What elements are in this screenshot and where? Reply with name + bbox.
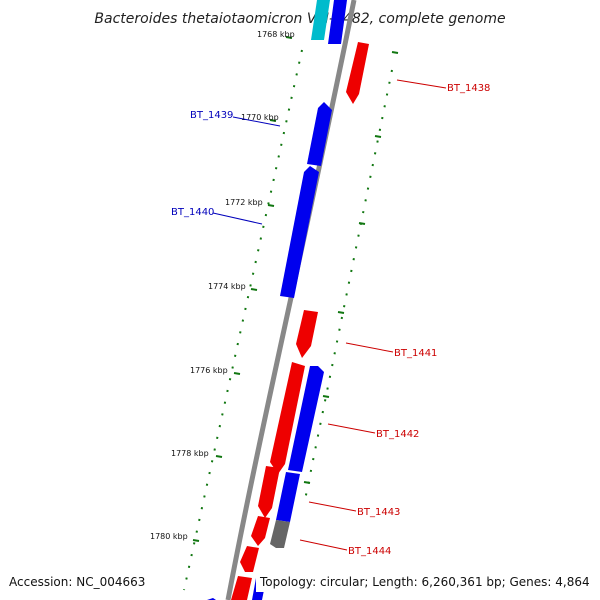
backbone-arc — [225, 0, 357, 600]
dotted-guides — [183, 49, 393, 591]
kbp-scale: 1768 kbp 1770 kbp 1772 kbp 1774 kbp 1776… — [150, 30, 399, 542]
tick-mark — [267, 204, 275, 207]
reverse-gene-bt-1440 — [280, 166, 319, 298]
accession-text: Accession: NC_004663 — [9, 575, 145, 589]
gene-labels: BT_1438 BT_1439 BT_1440 BT_1441 BT_1442 … — [171, 79, 490, 557]
topology-backdrop — [256, 572, 596, 592]
reverse-gene-bt-1439 — [307, 102, 332, 166]
tick-mark — [391, 51, 399, 54]
inner-dotted-guide — [183, 49, 303, 591]
kbp-tick-label: 1768 kbp — [257, 30, 295, 39]
kbp-tick-label: 1774 kbp — [208, 282, 246, 291]
kbp-tick-label: 1778 kbp — [171, 449, 209, 458]
tick-mark — [337, 311, 345, 314]
tick-mark — [374, 135, 382, 138]
forward-gene — [231, 576, 252, 600]
gene-label-bt-1442: BT_1442 — [376, 429, 419, 440]
tick-mark — [269, 119, 277, 122]
forward-gene-bt-1441 — [296, 310, 318, 358]
leader-line — [327, 423, 376, 434]
kbp-tick-label: 1770 kbp — [241, 113, 279, 122]
kbp-tick-label: 1772 kbp — [225, 198, 263, 207]
kbp-tick-label: 1776 kbp — [190, 366, 228, 375]
leader-line — [308, 501, 357, 512]
leader-line — [212, 212, 263, 225]
forward-gene-bt-1438 — [346, 42, 369, 104]
outer-dotted-guide — [304, 69, 393, 501]
forward-gene-bt-1444 — [251, 516, 270, 546]
gene-features — [207, 0, 369, 600]
forward-gene — [270, 362, 305, 474]
tick-mark — [250, 288, 258, 291]
leader-line — [396, 79, 447, 89]
accession-backdrop — [4, 572, 147, 592]
tick-mark — [358, 222, 366, 225]
tick-mark — [233, 372, 241, 375]
gene-label-bt-1443: BT_1443 — [357, 507, 400, 518]
kbp-tick-label: 1780 kbp — [150, 532, 188, 541]
forward-gene — [240, 546, 259, 572]
gene-label-bt-1438: BT_1438 — [447, 83, 490, 94]
tick-mark — [215, 455, 223, 458]
genome-title: Bacteroides thetaiotaomicron VPI-5482, c… — [94, 11, 505, 27]
gene-label-bt-1439: BT_1439 — [190, 110, 233, 121]
reverse-gene — [288, 366, 324, 472]
tick-mark — [303, 481, 311, 484]
reverse-gene — [328, 0, 347, 44]
tick-mark — [322, 395, 330, 398]
gene-label-bt-1440: BT_1440 — [171, 207, 214, 218]
leader-line — [299, 539, 348, 551]
other-feature — [270, 520, 290, 548]
gene-label-bt-1441: BT_1441 — [394, 348, 437, 359]
tick-mark — [192, 539, 200, 542]
forward-gene-bt-1442 — [258, 466, 280, 518]
rna-feature — [311, 0, 330, 40]
reverse-gene-bt-1443 — [276, 472, 300, 522]
leader-line — [232, 116, 281, 127]
backbone — [225, 0, 357, 600]
topology-text: Topology: circular; Length: 6,260,361 bp… — [259, 575, 590, 589]
gene-label-bt-1444: BT_1444 — [348, 546, 391, 557]
tick-mark — [285, 36, 293, 39]
leader-line — [345, 342, 394, 353]
